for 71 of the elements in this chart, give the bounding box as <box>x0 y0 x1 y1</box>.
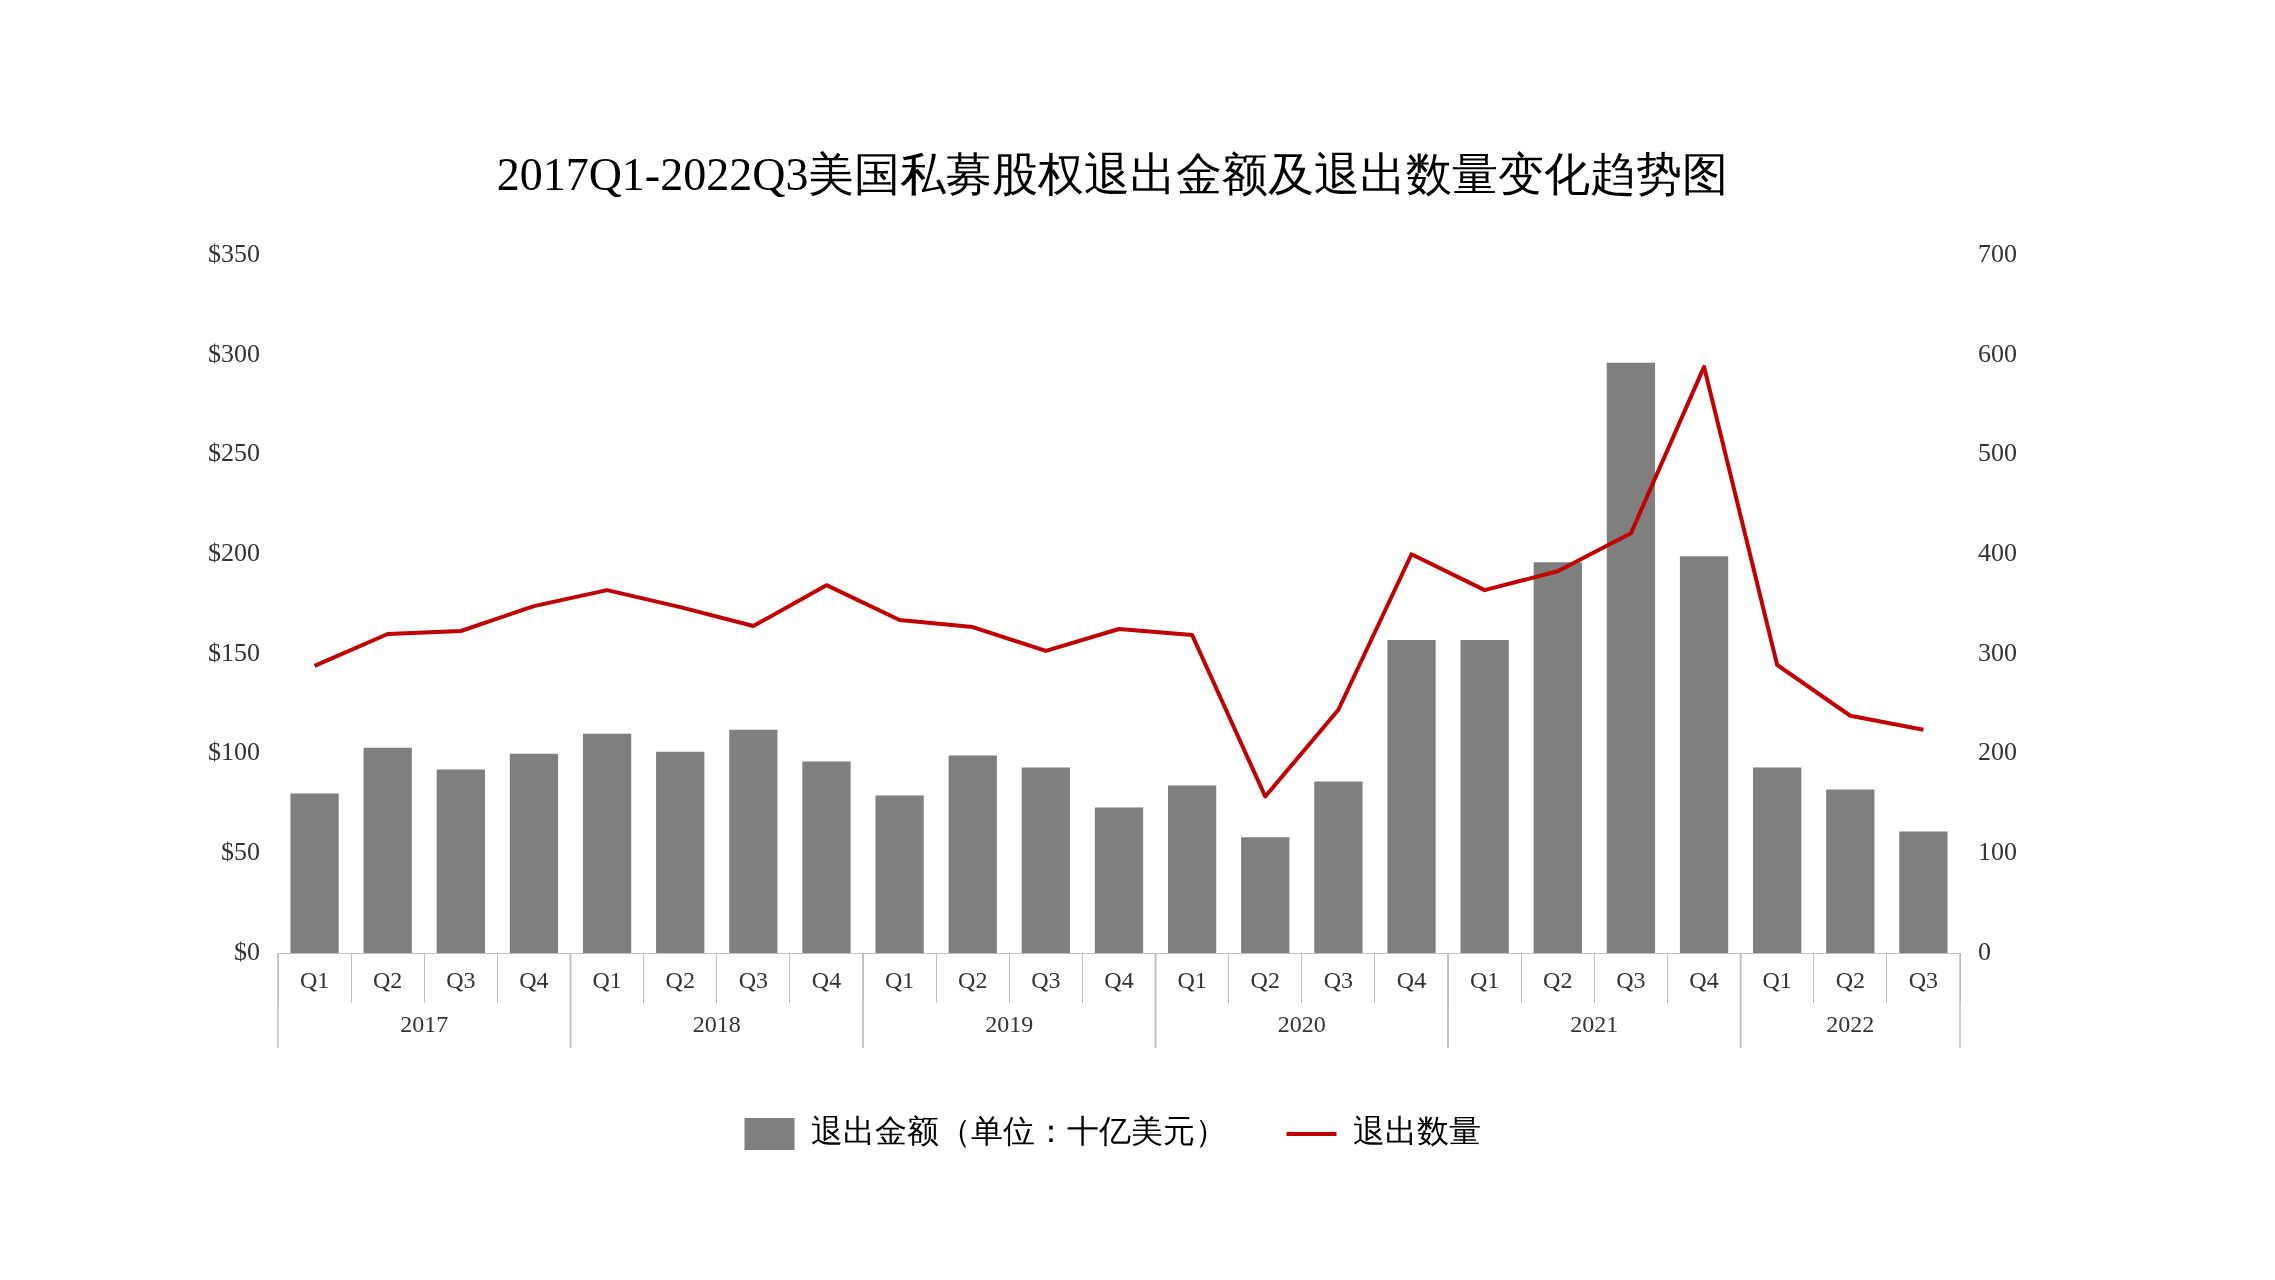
x-tick-label: Q3 <box>1031 966 1061 993</box>
text: 2018 <box>692 1011 741 1038</box>
x-tick-label: Q2 <box>665 966 695 993</box>
text: 2020 <box>1277 1011 1326 1038</box>
x-tick-label: Q3 <box>1323 966 1354 993</box>
bar <box>729 729 778 953</box>
y2-tick-label: 100 <box>1978 837 2017 867</box>
chart-title: 2017Q1-2022Q3美国私募股权退出金额及退出数量变化趋势图 <box>496 148 1729 200</box>
x-tick-label: Q3 <box>1616 966 1646 993</box>
x-tick-label: Q1 <box>592 966 622 993</box>
bar <box>948 755 997 953</box>
legend-label: 退出数量 <box>1352 1113 1481 1150</box>
x-tick-label: Q2 <box>958 966 988 993</box>
bar <box>436 769 485 953</box>
bar <box>1899 831 1948 953</box>
x-tick-label: Q2 <box>1543 966 1573 993</box>
y2-tick-label: 600 <box>1978 338 2017 368</box>
y-tick-label: $150 <box>208 637 260 667</box>
bar <box>875 795 924 953</box>
x-tick-label: Q1 <box>884 966 915 993</box>
bar <box>1460 639 1509 953</box>
y-tick-label: $300 <box>208 338 260 368</box>
x-tick-label: Q3 <box>738 966 769 993</box>
bar <box>1826 789 1875 953</box>
y-tick-label: $50 <box>221 837 260 867</box>
x-tick-label: Q2 <box>1250 966 1280 993</box>
bar <box>1241 837 1290 953</box>
bar <box>1533 562 1582 953</box>
text: 2017 <box>400 1011 449 1038</box>
x-tick-label: Q3 <box>1908 966 1939 993</box>
x-tick-label: Q4 <box>1396 966 1427 993</box>
bar <box>582 733 632 953</box>
y2-tick-label: 500 <box>1978 438 2017 468</box>
x-tick-label: Q4 <box>519 966 549 993</box>
x-tick-label: Q1 <box>299 966 330 993</box>
x-tick-label: Q2 <box>1835 966 1865 993</box>
bar <box>656 751 705 953</box>
y2-tick-label: 400 <box>1978 538 2017 568</box>
x-tick-label: Q4 <box>1104 966 1134 993</box>
x-tick-label: Q1 <box>1762 966 1792 993</box>
x-tick-label: Q1 <box>1469 966 1500 993</box>
y-tick-label: $350 <box>208 239 260 269</box>
bar <box>1606 362 1656 953</box>
x-tick-label: Q4 <box>1689 966 1719 993</box>
x-tick-label: Q3 <box>446 966 476 993</box>
bar <box>1168 785 1217 953</box>
bar <box>509 753 559 953</box>
x-tick-label: Q4 <box>811 966 842 993</box>
bar <box>363 747 412 953</box>
bar <box>1679 556 1729 953</box>
x-tick-label: Q1 <box>1177 966 1207 993</box>
bar <box>1753 767 1802 953</box>
x-tick-label: Q2 <box>373 966 403 993</box>
text: 2019 <box>985 1011 1034 1038</box>
y2-tick-label: 700 <box>1978 239 2017 269</box>
bar <box>1387 639 1436 953</box>
y-tick-label: $200 <box>208 538 260 568</box>
y2-tick-label: 0 <box>1978 936 1991 966</box>
y2-tick-label: 300 <box>1978 637 2017 667</box>
text: 2022 <box>1826 1011 1875 1038</box>
y-tick-label: $100 <box>208 737 260 767</box>
bar <box>802 761 851 953</box>
bar <box>1021 767 1070 953</box>
legend-label: 退出金额（单位：十亿美元） <box>810 1113 1227 1150</box>
bar <box>1314 781 1363 953</box>
text: 2021 <box>1570 1011 1619 1038</box>
y2-tick-label: 200 <box>1978 737 2017 767</box>
y-tick-label: $250 <box>208 438 260 468</box>
y-tick-label: $0 <box>234 936 260 966</box>
bar <box>290 793 339 953</box>
bar <box>1094 807 1144 953</box>
